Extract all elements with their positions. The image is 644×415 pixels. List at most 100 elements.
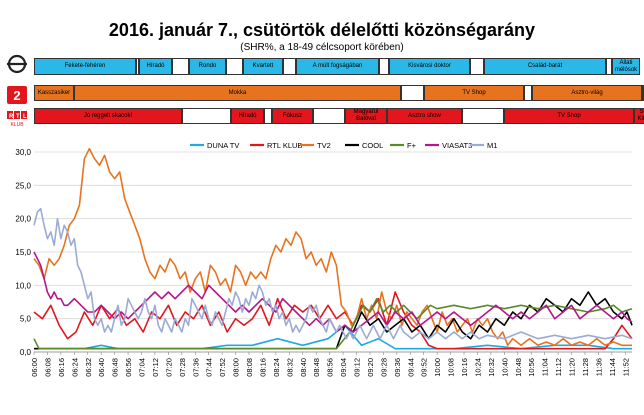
m1-logo-icon: [7, 54, 27, 74]
series-line-f-: [33, 297, 633, 350]
rtl-program-block: Jó reggelt skacok!: [34, 108, 182, 124]
x-tick-label: 11:44: [608, 358, 617, 376]
x-tick-label: 08:56: [326, 358, 335, 377]
tv2-program-block: Mokka: [74, 85, 401, 101]
tv2-program-block: Asztro-világ: [532, 85, 642, 101]
x-tick-label: 06:08: [43, 358, 52, 377]
x-tick-label: 10:24: [473, 358, 482, 377]
x-tick-label: 10:40: [500, 358, 509, 377]
m1-program-block: A múlt fogságában: [296, 58, 379, 75]
tv2-program-block: TV Shop: [424, 85, 524, 101]
x-tick-label: 06:24: [70, 358, 79, 377]
tv2-program-block: [401, 85, 424, 101]
x-tick-label: 10:16: [460, 358, 469, 377]
rtl-program-block: Asztro show: [387, 108, 462, 124]
m1-program-block: Híradó: [139, 58, 172, 75]
m1-program-block: [283, 58, 296, 75]
m1-program-block: [136, 58, 139, 75]
m1-program-block: [470, 58, 484, 75]
x-tick-label: 08:40: [299, 358, 308, 377]
x-tick-label: 11:28: [581, 358, 590, 376]
x-tick-label: 11:36: [594, 358, 603, 376]
y-tick-label: 5,0: [20, 315, 32, 324]
x-tick-label: 10:00: [433, 358, 442, 377]
rtl-program-block: [264, 108, 272, 124]
y-tick-label: 30,0: [15, 148, 31, 157]
y-tick-label: 10,0: [15, 281, 31, 290]
legend-label: VIASAT3: [442, 141, 472, 150]
rtl-klub-logo-icon: R T L KLUB: [7, 111, 27, 128]
x-tick-label: 06:48: [111, 358, 120, 377]
legend-label: DUNA TV: [207, 141, 239, 150]
x-tick-label: 06:32: [84, 358, 93, 377]
x-tick-label: 09:20: [366, 358, 375, 377]
page-title: 2016. január 7., csütörtök délelőtti köz…: [108, 20, 536, 40]
m1-program-block: Rondo: [189, 58, 226, 75]
tv2-program-block: [524, 85, 532, 101]
x-tick-label: 08:24: [272, 358, 281, 377]
m1-program-block: [226, 58, 243, 75]
legend-label: TV2: [317, 141, 331, 150]
page-subtitle: (SHR%, a 18-49 célcsoport körében): [240, 42, 404, 53]
rtl-program-block: [313, 108, 345, 124]
y-tick-label: 15,0: [15, 248, 31, 257]
svg-text:2: 2: [13, 88, 20, 103]
series-line-viasat3: [33, 251, 633, 333]
m1-program-block: Állati mélósok: [612, 58, 640, 75]
legend-label: COOL: [362, 141, 383, 150]
rtl-program-block: Híradó: [231, 108, 264, 124]
svg-text:R: R: [9, 114, 14, 120]
m1-program-block: [606, 58, 612, 75]
x-tick-label: 07:28: [178, 358, 187, 377]
x-tick-label: 07:20: [164, 358, 173, 377]
x-tick-label: 09:12: [353, 358, 362, 377]
m1-program-block: Kisvárosi doktor: [389, 58, 470, 75]
x-tick-label: 11:20: [568, 358, 577, 376]
x-tick-label: 10:56: [527, 358, 536, 377]
m1-program-block: Fekete-fehéren: [34, 58, 136, 75]
series-line-tv2: [33, 147, 632, 347]
x-tick-label: 09:28: [379, 358, 388, 377]
x-tick-label: 06:16: [57, 358, 66, 377]
x-tick-label: 10:48: [514, 358, 523, 377]
svg-text:T: T: [16, 114, 20, 120]
m1-program-block: Kvartett: [243, 58, 283, 75]
y-tick-label: 0,0: [20, 348, 32, 357]
m1-program-block: Család-barát: [484, 58, 606, 75]
x-tick-label: 06:40: [97, 358, 106, 377]
x-tick-label: 09:52: [420, 358, 429, 377]
x-tick-label: 08:32: [285, 358, 294, 377]
x-tick-label: 08:16: [258, 358, 267, 377]
x-tick-label: 07:36: [191, 358, 200, 377]
legend-label: RTL KLUB: [267, 141, 302, 150]
x-tick-label: 07:04: [138, 358, 147, 377]
x-tick-label: 11:52: [621, 358, 630, 376]
y-tick-label: 20,0: [15, 215, 31, 224]
x-tick-label: 08:00: [232, 358, 241, 377]
legend-label: M1: [487, 141, 497, 150]
x-tick-label: 11:04: [541, 358, 550, 376]
x-tick-label: 06:00: [30, 358, 39, 377]
x-tick-label: 07:52: [218, 358, 227, 377]
x-tick-label: 10:32: [487, 358, 496, 377]
x-tick-label: 09:04: [339, 358, 348, 377]
x-tick-label: 08:08: [245, 358, 254, 377]
rtl-program-block: Street Kitchen: [634, 108, 644, 124]
m1-program-block: [172, 58, 189, 75]
tv2-program-block: Kasszasiker: [34, 85, 74, 101]
x-tick-label: 09:36: [393, 358, 402, 377]
x-tick-label: 09:44: [406, 358, 415, 377]
tv2-logo-icon: 2: [7, 86, 27, 104]
series-line-m1: [33, 207, 633, 340]
legend-label: F+: [407, 141, 417, 150]
x-tick-label: 11:12: [554, 358, 563, 376]
series-line-rtl-klub: [33, 291, 633, 350]
rtl-program-block: [462, 108, 504, 124]
rtl-program-block: Magyarul Balóval: [345, 108, 387, 124]
x-tick-label: 07:12: [151, 358, 160, 377]
svg-text:KLUB: KLUB: [10, 122, 24, 128]
x-tick-label: 06:56: [124, 358, 133, 377]
x-tick-label: 08:48: [312, 358, 321, 377]
svg-text:L: L: [23, 114, 27, 120]
